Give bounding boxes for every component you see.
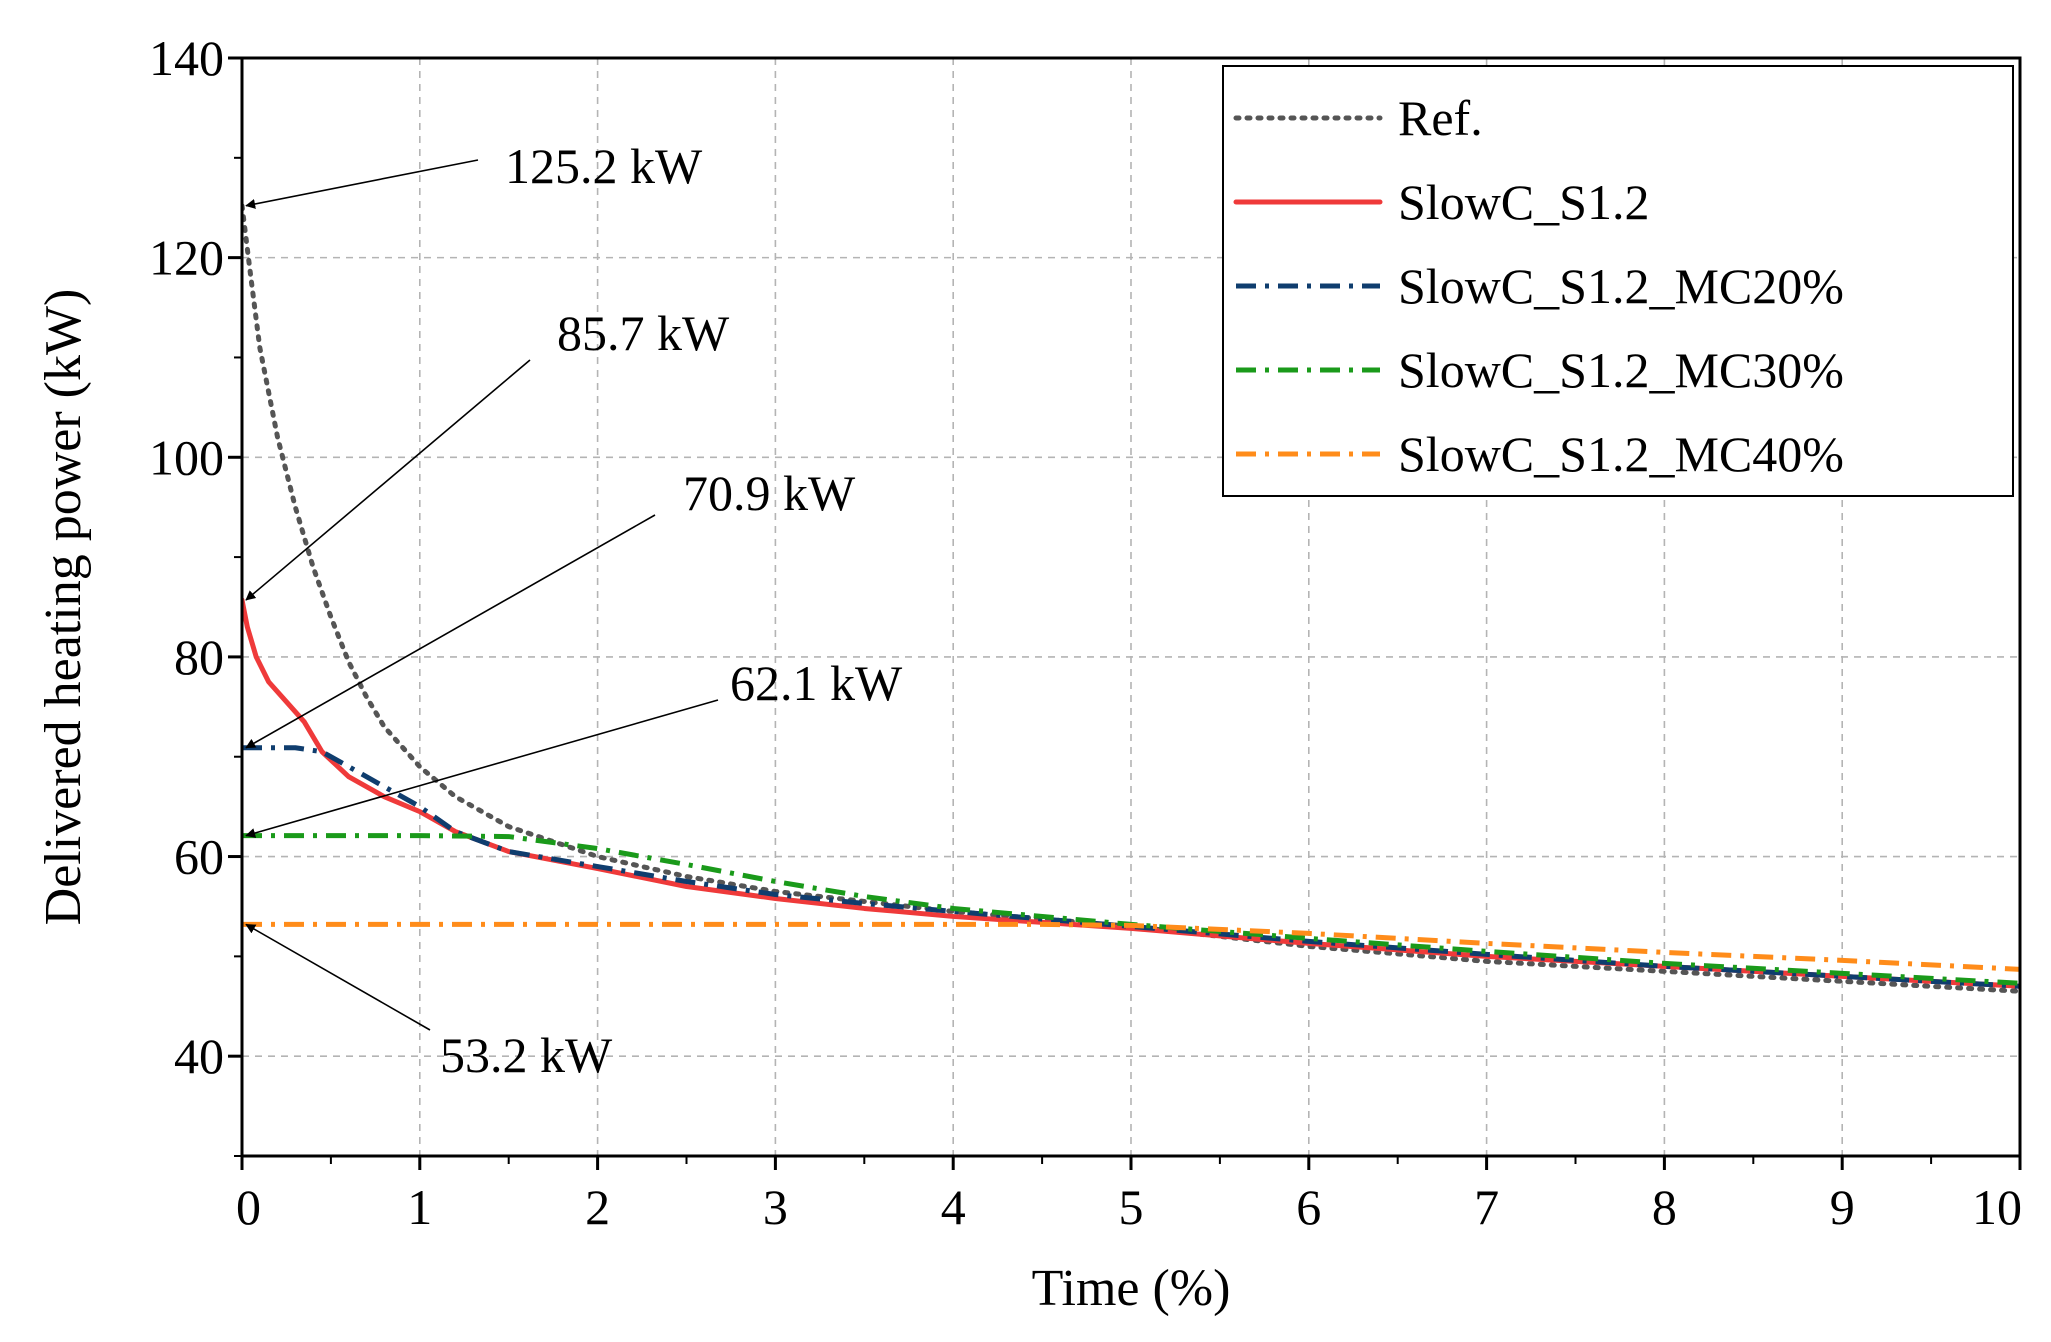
x-tick-label: 0 (236, 1179, 261, 1235)
legend-label: Ref. (1398, 90, 1483, 146)
annotation-arrow (245, 359, 531, 601)
series-line-2 (242, 745, 2020, 989)
x-tick-label: 9 (1830, 1179, 1855, 1235)
y-tick-label: 40 (174, 1028, 224, 1084)
x-tick-label: 8 (1652, 1179, 1677, 1235)
y-tick-label: 60 (174, 829, 224, 885)
x-axis-title: Time (%) (1032, 1260, 1231, 1317)
series-line-1 (242, 597, 2020, 989)
x-tick-label: 4 (941, 1179, 966, 1235)
y-tick-label: 140 (149, 30, 224, 86)
legend-label: SlowC_S1.2_MC20% (1398, 258, 1844, 314)
series-line-4 (242, 921, 2020, 972)
x-tick-label: 7 (1474, 1179, 1499, 1235)
x-tick-label: 6 (1296, 1179, 1321, 1235)
annotation-label: 70.9 kW (683, 465, 856, 521)
y-axis-title: Delivered heating power (kW) (35, 289, 92, 926)
axis-ticks: 0 1 2 3 4 5 6 7 8 9 10 40 60 80 100 120 140 (149, 30, 2022, 1235)
legend-label: SlowC_S1.2_MC30% (1398, 342, 1844, 398)
annotation-arrow (245, 514, 656, 749)
annotation-label: 62.1 kW (730, 655, 903, 711)
annotation-arrow (245, 159, 479, 209)
series-line-0 (242, 203, 2020, 994)
annotation-arrow (245, 923, 431, 1031)
x-tick-label: 2 (585, 1179, 610, 1235)
series-layer (242, 203, 2020, 994)
x-tick-label: 5 (1119, 1179, 1144, 1235)
x-tick-label: 1 (407, 1179, 432, 1235)
x-tick-label: 3 (763, 1179, 788, 1235)
y-tick-label: 120 (149, 230, 224, 286)
annotation-label: 85.7 kW (557, 305, 730, 361)
y-tick-label: 80 (174, 629, 224, 685)
annotation-label: 125.2 kW (505, 138, 703, 194)
legend-box (1222, 65, 2014, 497)
legend-label: SlowC_S1.2 (1398, 174, 1649, 230)
series-line-3 (242, 833, 2020, 986)
legend: Ref. SlowC_S1.2 SlowC_S1.2_MC20% SlowC_S1.2… (1222, 65, 2014, 497)
annotation-label: 53.2 kW (440, 1027, 613, 1083)
annotations: 125.2 kW 85.7 kW 70.9 kW 62.1 kW 53.2 kW (245, 138, 903, 1083)
y-tick-label: 100 (149, 429, 224, 485)
annotation-arrow (245, 699, 719, 838)
x-tick-label: 10 (1972, 1179, 2022, 1235)
legend-label: SlowC_S1.2_MC40% (1398, 426, 1844, 482)
